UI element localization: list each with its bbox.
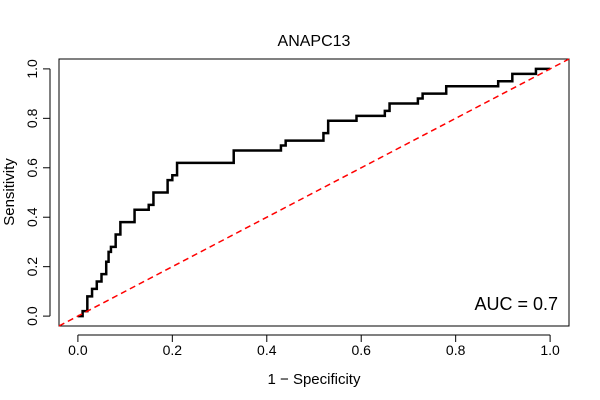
x-axis-label: 1 − Specificity — [268, 371, 361, 388]
x-tick-label: 0.0 — [68, 342, 88, 358]
y-tick-label: 0.8 — [24, 108, 40, 128]
y-axis: 0.0 0.2 0.4 0.6 0.8 1.0 — [24, 59, 51, 326]
series-layer — [58, 58, 570, 327]
x-tick-label: 0.4 — [257, 342, 277, 358]
chart-title: ANAPC13 — [278, 33, 351, 50]
y-tick-label: 1.0 — [24, 59, 40, 79]
y-tick-label: 0.4 — [24, 207, 40, 227]
x-tick-label: 0.6 — [351, 342, 371, 358]
auc-annotation: AUC = 0.7 — [474, 294, 558, 314]
plot-area — [58, 58, 570, 327]
y-tick-label: 0.6 — [24, 158, 40, 178]
x-tick-label: 0.2 — [163, 342, 183, 358]
x-tick-label: 0.8 — [446, 342, 466, 358]
reference-diagonal-line — [58, 58, 570, 327]
y-tick-label: 0.2 — [24, 257, 40, 277]
roc-curve — [77, 67, 551, 318]
plot-frame — [58, 58, 570, 327]
x-axis: 0.0 0.2 0.4 0.6 0.8 1.0 — [68, 334, 560, 358]
x-tick-label: 1.0 — [540, 342, 560, 358]
y-axis-label: Sensitivity — [1, 158, 18, 226]
y-tick-label: 0.0 — [24, 306, 40, 326]
